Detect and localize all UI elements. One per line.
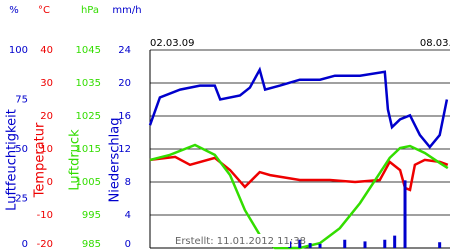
bar	[363, 241, 367, 248]
y-tick-label: 1015	[76, 144, 101, 155]
y-tick-label: 4	[125, 210, 131, 221]
bar	[318, 243, 322, 248]
y-tick-label: 10	[40, 144, 53, 155]
y-tick-label: -10	[37, 210, 53, 221]
bar	[393, 235, 397, 248]
y-tick-label: 16	[118, 111, 131, 122]
y-tick-label: 40	[40, 45, 53, 56]
axis-title: Niederschlag	[108, 118, 123, 203]
y-tick-label: 0	[125, 239, 131, 250]
y-tick-label: 0	[22, 239, 28, 250]
y-tick-label: 995	[82, 210, 101, 221]
y-tick-label: 24	[118, 45, 131, 56]
y-tick-label: 20	[118, 78, 131, 89]
bar	[308, 243, 312, 248]
y-tick-label: 30	[40, 78, 53, 89]
data-line	[149, 155, 449, 192]
y-tick-label: 0	[47, 177, 53, 188]
y-tick-label: 985	[82, 239, 101, 250]
axis-title: Luftfeuchtigkeit	[5, 109, 20, 211]
bar	[403, 180, 407, 248]
bar	[438, 242, 442, 248]
x-tick-label: 02.03.09	[150, 38, 195, 49]
footer-bg	[172, 234, 290, 247]
axis-unit: mm/h	[112, 5, 141, 16]
y-tick-label: -20	[37, 239, 53, 250]
y-tick-label: 100	[9, 45, 28, 56]
y-tick-label: 1035	[76, 78, 101, 89]
bar	[298, 239, 302, 248]
axis-title: Temperatur	[33, 122, 48, 198]
bar	[383, 239, 387, 248]
y-tick-label: 20	[40, 111, 53, 122]
data-line	[148, 66, 449, 149]
y-tick-label: 50	[15, 144, 28, 155]
axis-unit: hPa	[81, 5, 99, 16]
y-tick-label: 1025	[76, 111, 101, 122]
y-tick-label: 12	[118, 144, 131, 155]
y-tick-label: 25	[15, 194, 28, 205]
y-tick-label: 8	[125, 177, 131, 188]
data-line	[149, 143, 449, 250]
y-tick-label: 1045	[76, 45, 101, 56]
bar	[343, 239, 347, 248]
axis-unit: °C	[38, 5, 50, 16]
axis-unit: %	[9, 5, 19, 16]
axis-title: Luftdruck	[68, 129, 83, 191]
y-tick-label: 75	[15, 95, 28, 106]
y-tick-label: 1005	[76, 177, 101, 188]
footer: Erstellt: 11.01.2012 11:38	[175, 236, 306, 247]
x-tick-label: 08.03.09	[420, 38, 450, 49]
